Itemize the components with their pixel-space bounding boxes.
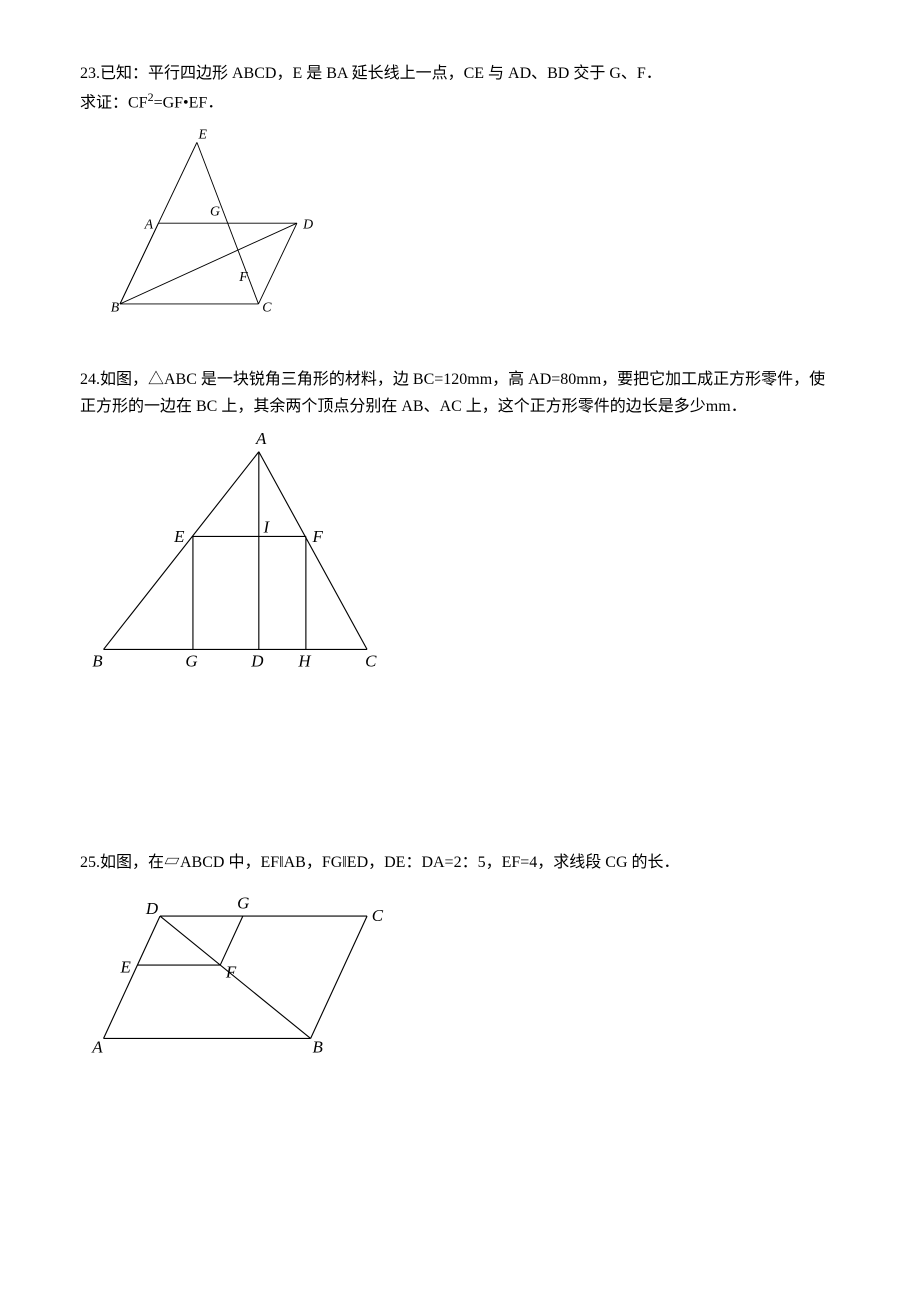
figure-23-svg: B C A D E G F bbox=[80, 127, 360, 327]
svg-text:H: H bbox=[297, 652, 311, 671]
svg-text:D: D bbox=[250, 652, 263, 671]
problem-25-figure: A B D C E F G bbox=[80, 887, 840, 1086]
svg-text:F: F bbox=[311, 527, 323, 546]
problem-23-line1: 已知：平行四边形 ABCD，E 是 BA 延长线上一点，CE 与 AD、BD 交… bbox=[100, 65, 662, 82]
problem-24-text: 24.如图，△ABC 是一块锐角三角形的材料，边 BC=120mm，高 AD=8… bbox=[80, 366, 840, 420]
svg-text:B: B bbox=[111, 299, 120, 314]
svg-text:E: E bbox=[119, 957, 131, 976]
problem-23: 23.已知：平行四边形 ABCD，E 是 BA 延长线上一点，CE 与 AD、B… bbox=[80, 60, 840, 336]
svg-text:D: D bbox=[145, 899, 158, 918]
svg-text:G: G bbox=[237, 893, 249, 912]
figure-25-svg: A B D C E F G bbox=[80, 887, 400, 1077]
svg-text:A: A bbox=[255, 430, 267, 448]
svg-text:A: A bbox=[91, 1037, 103, 1056]
svg-text:B: B bbox=[92, 652, 102, 671]
problem-23-line2-prefix: 求证：CF bbox=[80, 95, 148, 112]
svg-text:B: B bbox=[312, 1037, 322, 1056]
svg-text:C: C bbox=[262, 299, 272, 314]
problem-23-figure: B C A D E G F bbox=[80, 127, 840, 336]
problem-24-number: 24. bbox=[80, 371, 100, 388]
svg-text:G: G bbox=[185, 652, 197, 671]
problem-23-text: 23.已知：平行四边形 ABCD，E 是 BA 延长线上一点，CE 与 AD、B… bbox=[80, 60, 840, 117]
svg-text:C: C bbox=[365, 652, 377, 671]
problem-25-text: 25.如图，在▱ABCD 中，EF‖AB，FG‖ED，DE：DA=2：5，EF=… bbox=[80, 849, 840, 876]
figure-24-svg: B C A D G H E F I bbox=[80, 430, 400, 690]
problem-24-body: 如图，△ABC 是一块锐角三角形的材料，边 BC=120mm，高 AD=80mm… bbox=[80, 371, 825, 415]
svg-text:D: D bbox=[302, 216, 313, 231]
svg-text:F: F bbox=[225, 962, 237, 981]
problem-25-number: 25. bbox=[80, 854, 100, 871]
svg-text:G: G bbox=[210, 203, 220, 218]
svg-text:C: C bbox=[372, 905, 384, 924]
svg-text:A: A bbox=[144, 216, 154, 231]
problem-25: 25.如图，在▱ABCD 中，EF‖AB，FG‖ED，DE：DA=2：5，EF=… bbox=[80, 849, 840, 1085]
vertical-spacer bbox=[80, 729, 840, 849]
problem-25-body: 如图，在▱ABCD 中，EF‖AB，FG‖ED，DE：DA=2：5，EF=4，求… bbox=[100, 854, 680, 871]
problem-23-number: 23. bbox=[80, 65, 100, 82]
problem-24-figure: B C A D G H E F I bbox=[80, 430, 840, 699]
problem-24: 24.如图，△ABC 是一块锐角三角形的材料，边 BC=120mm，高 AD=8… bbox=[80, 366, 840, 700]
svg-text:F: F bbox=[238, 269, 248, 284]
svg-text:I: I bbox=[263, 518, 271, 537]
document-page: 23.已知：平行四边形 ABCD，E 是 BA 延长线上一点，CE 与 AD、B… bbox=[0, 0, 920, 1176]
svg-text:E: E bbox=[173, 527, 185, 546]
problem-23-line2-suffix: =GF•EF． bbox=[154, 95, 224, 112]
svg-text:E: E bbox=[197, 127, 207, 142]
